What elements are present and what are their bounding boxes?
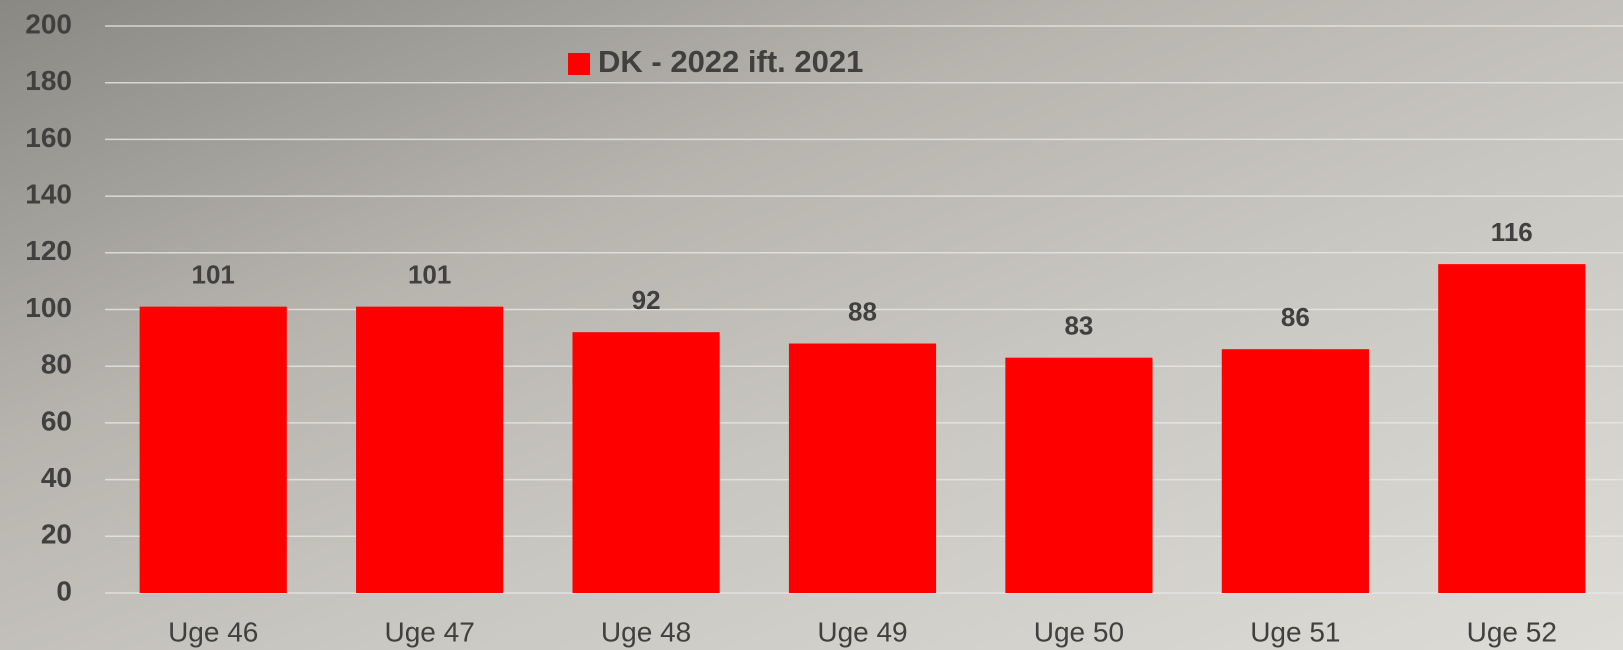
data-label: 88 xyxy=(848,296,877,326)
bar xyxy=(356,307,503,593)
bar xyxy=(572,332,719,593)
y-tick-label: 200 xyxy=(25,8,72,39)
data-label: 83 xyxy=(1064,311,1093,341)
y-tick-label: 100 xyxy=(25,292,72,323)
y-tick-label: 160 xyxy=(25,122,72,153)
y-tick-label: 80 xyxy=(41,349,72,380)
x-tick-label: Uge 51 xyxy=(1250,616,1340,647)
y-tick-label: 20 xyxy=(41,519,72,550)
x-tick-label: Uge 48 xyxy=(601,616,691,647)
x-tick-label: Uge 46 xyxy=(168,616,258,647)
y-tick-label: 180 xyxy=(25,65,72,96)
legend: DK - 2022 ift. 2021 xyxy=(568,44,863,79)
x-tick-label: Uge 52 xyxy=(1467,616,1557,647)
y-tick-label: 120 xyxy=(25,235,72,266)
legend-swatch xyxy=(568,53,590,75)
chart: DK - 2022 ift. 2021 0 20 40 60 80 100 120 140 16… xyxy=(0,0,1623,650)
data-label: 92 xyxy=(632,285,661,315)
y-tick-label: 40 xyxy=(41,462,72,493)
data-label: 101 xyxy=(408,260,451,290)
y-tick-label: 0 xyxy=(56,575,72,606)
y-tick-label: 60 xyxy=(41,405,72,436)
x-tick-label: Uge 49 xyxy=(817,616,907,647)
data-label: 116 xyxy=(1491,217,1533,247)
bar xyxy=(789,344,936,593)
data-label: 101 xyxy=(192,260,235,290)
x-tick-label: Uge 47 xyxy=(384,616,474,647)
bar xyxy=(1222,349,1369,593)
bar xyxy=(1005,358,1152,593)
data-label: 86 xyxy=(1281,302,1310,332)
bar xyxy=(140,307,287,593)
y-tick-label: 140 xyxy=(25,178,72,209)
bar xyxy=(1438,264,1585,593)
x-tick-label: Uge 50 xyxy=(1034,616,1124,647)
legend-label: DK - 2022 ift. 2021 xyxy=(598,44,863,79)
